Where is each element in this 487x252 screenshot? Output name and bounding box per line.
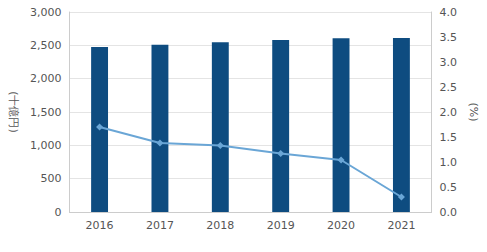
svg-text:2016: 2016 xyxy=(86,219,114,232)
svg-text:0.0: 0.0 xyxy=(440,206,458,219)
svg-text:1.5: 1.5 xyxy=(440,131,458,144)
svg-text:0.5: 0.5 xyxy=(440,181,458,194)
svg-text:2,500: 2,500 xyxy=(30,39,62,52)
svg-text:1,500: 1,500 xyxy=(30,106,62,119)
svg-text:2017: 2017 xyxy=(146,219,174,232)
svg-text:1.0: 1.0 xyxy=(440,156,458,169)
svg-text:1,000: 1,000 xyxy=(30,139,62,152)
svg-text:4.0: 4.0 xyxy=(440,6,458,19)
svg-text:500: 500 xyxy=(40,172,61,185)
svg-text:(十億円): (十億円) xyxy=(7,91,20,133)
svg-text:2,000: 2,000 xyxy=(30,72,62,85)
svg-text:(%): (%) xyxy=(467,102,480,121)
svg-text:2.0: 2.0 xyxy=(440,106,458,119)
svg-text:2021: 2021 xyxy=(387,219,415,232)
svg-text:0: 0 xyxy=(54,206,61,219)
svg-text:3.0: 3.0 xyxy=(440,56,458,69)
svg-text:3,000: 3,000 xyxy=(30,6,62,19)
svg-text:2018: 2018 xyxy=(206,219,234,232)
svg-text:2020: 2020 xyxy=(327,219,355,232)
svg-text:2019: 2019 xyxy=(267,219,295,232)
svg-text:3.5: 3.5 xyxy=(440,31,458,44)
svg-text:2.5: 2.5 xyxy=(440,81,458,94)
